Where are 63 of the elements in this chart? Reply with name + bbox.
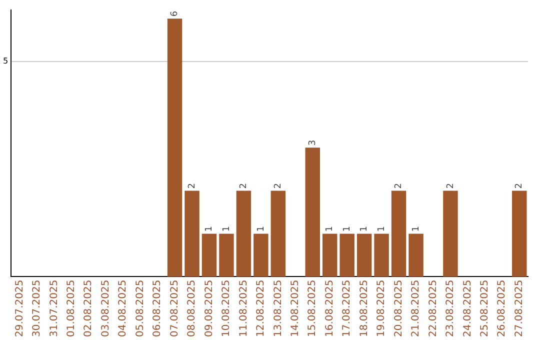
data-label: 6 [170, 10, 180, 17]
bar [184, 190, 200, 277]
bar [391, 190, 406, 277]
x-tick-label: 25.08.2025 [480, 280, 491, 338]
bar [236, 190, 252, 277]
x-tick-label: 04.08.2025 [118, 280, 129, 338]
data-label: 1 [376, 226, 387, 232]
x-tick-label: 14.08.2025 [290, 280, 301, 338]
x-tick-label: 01.08.2025 [66, 280, 77, 338]
bar [443, 190, 458, 277]
x-tick-label: 09.08.2025 [204, 280, 215, 338]
data-label: 1 [411, 226, 422, 232]
x-tick-label: 24.08.2025 [462, 280, 474, 338]
bar [408, 234, 424, 277]
x-tick-label: 12.08.2025 [256, 280, 267, 338]
x-tick-label: 10.08.2025 [221, 280, 232, 338]
bar [305, 148, 320, 277]
bar [374, 234, 389, 277]
x-tick-label: 17.08.2025 [342, 280, 353, 338]
bar [254, 234, 268, 277]
data-label: 1 [342, 226, 352, 232]
data-label: 1 [256, 226, 266, 232]
data-label: 2 [394, 182, 404, 189]
data-label: 1 [360, 226, 370, 232]
x-tick-label: 29.07.2025 [14, 280, 26, 338]
bar [167, 18, 182, 277]
x-tick-label: 19.08.2025 [376, 280, 388, 338]
data-label: 2 [446, 182, 456, 189]
data-label: 2 [274, 182, 284, 189]
data-label: 1 [204, 226, 215, 232]
data-label: 2 [239, 182, 250, 189]
data-label: 2 [187, 182, 198, 189]
bar [512, 190, 527, 277]
x-tick-label: 02.08.2025 [83, 280, 94, 338]
x-tick-label: 06.08.2025 [152, 280, 164, 338]
x-tick-label: 05.08.2025 [134, 280, 146, 338]
bar [356, 234, 372, 277]
x-tick-label: 20.08.2025 [393, 280, 404, 338]
bar [202, 234, 217, 277]
x-tick-label: 07.08.2025 [169, 280, 180, 338]
bar [340, 234, 354, 277]
data-label: 1 [325, 226, 336, 232]
x-tick-label: 08.08.2025 [186, 280, 198, 338]
x-tick-label: 21.08.2025 [410, 280, 422, 338]
x-tick-label: 30.07.2025 [32, 280, 43, 338]
x-tick-label: 16.08.2025 [324, 280, 336, 338]
x-tick-label: 15.08.2025 [307, 280, 318, 338]
bar [322, 234, 338, 277]
x-tick-label: 13.08.2025 [272, 280, 284, 338]
data-label: 1 [222, 226, 232, 232]
x-tick-label: 03.08.2025 [100, 280, 112, 338]
x-tick-label: 18.08.2025 [358, 280, 370, 338]
y-tick-label: 5 [2, 56, 8, 66]
x-tick-label: 11.08.2025 [238, 280, 250, 338]
x-tick-label: 27.08.2025 [514, 280, 525, 338]
bar [219, 234, 234, 277]
x-tick-label: 31.07.2025 [48, 280, 60, 338]
x-tick-label: 23.08.2025 [445, 280, 456, 338]
x-tick-label: 22.08.2025 [428, 280, 439, 338]
data-label: 3 [308, 140, 318, 146]
x-tick-label: 26.08.2025 [496, 280, 508, 338]
bar [270, 190, 286, 277]
data-label: 2 [514, 182, 525, 189]
